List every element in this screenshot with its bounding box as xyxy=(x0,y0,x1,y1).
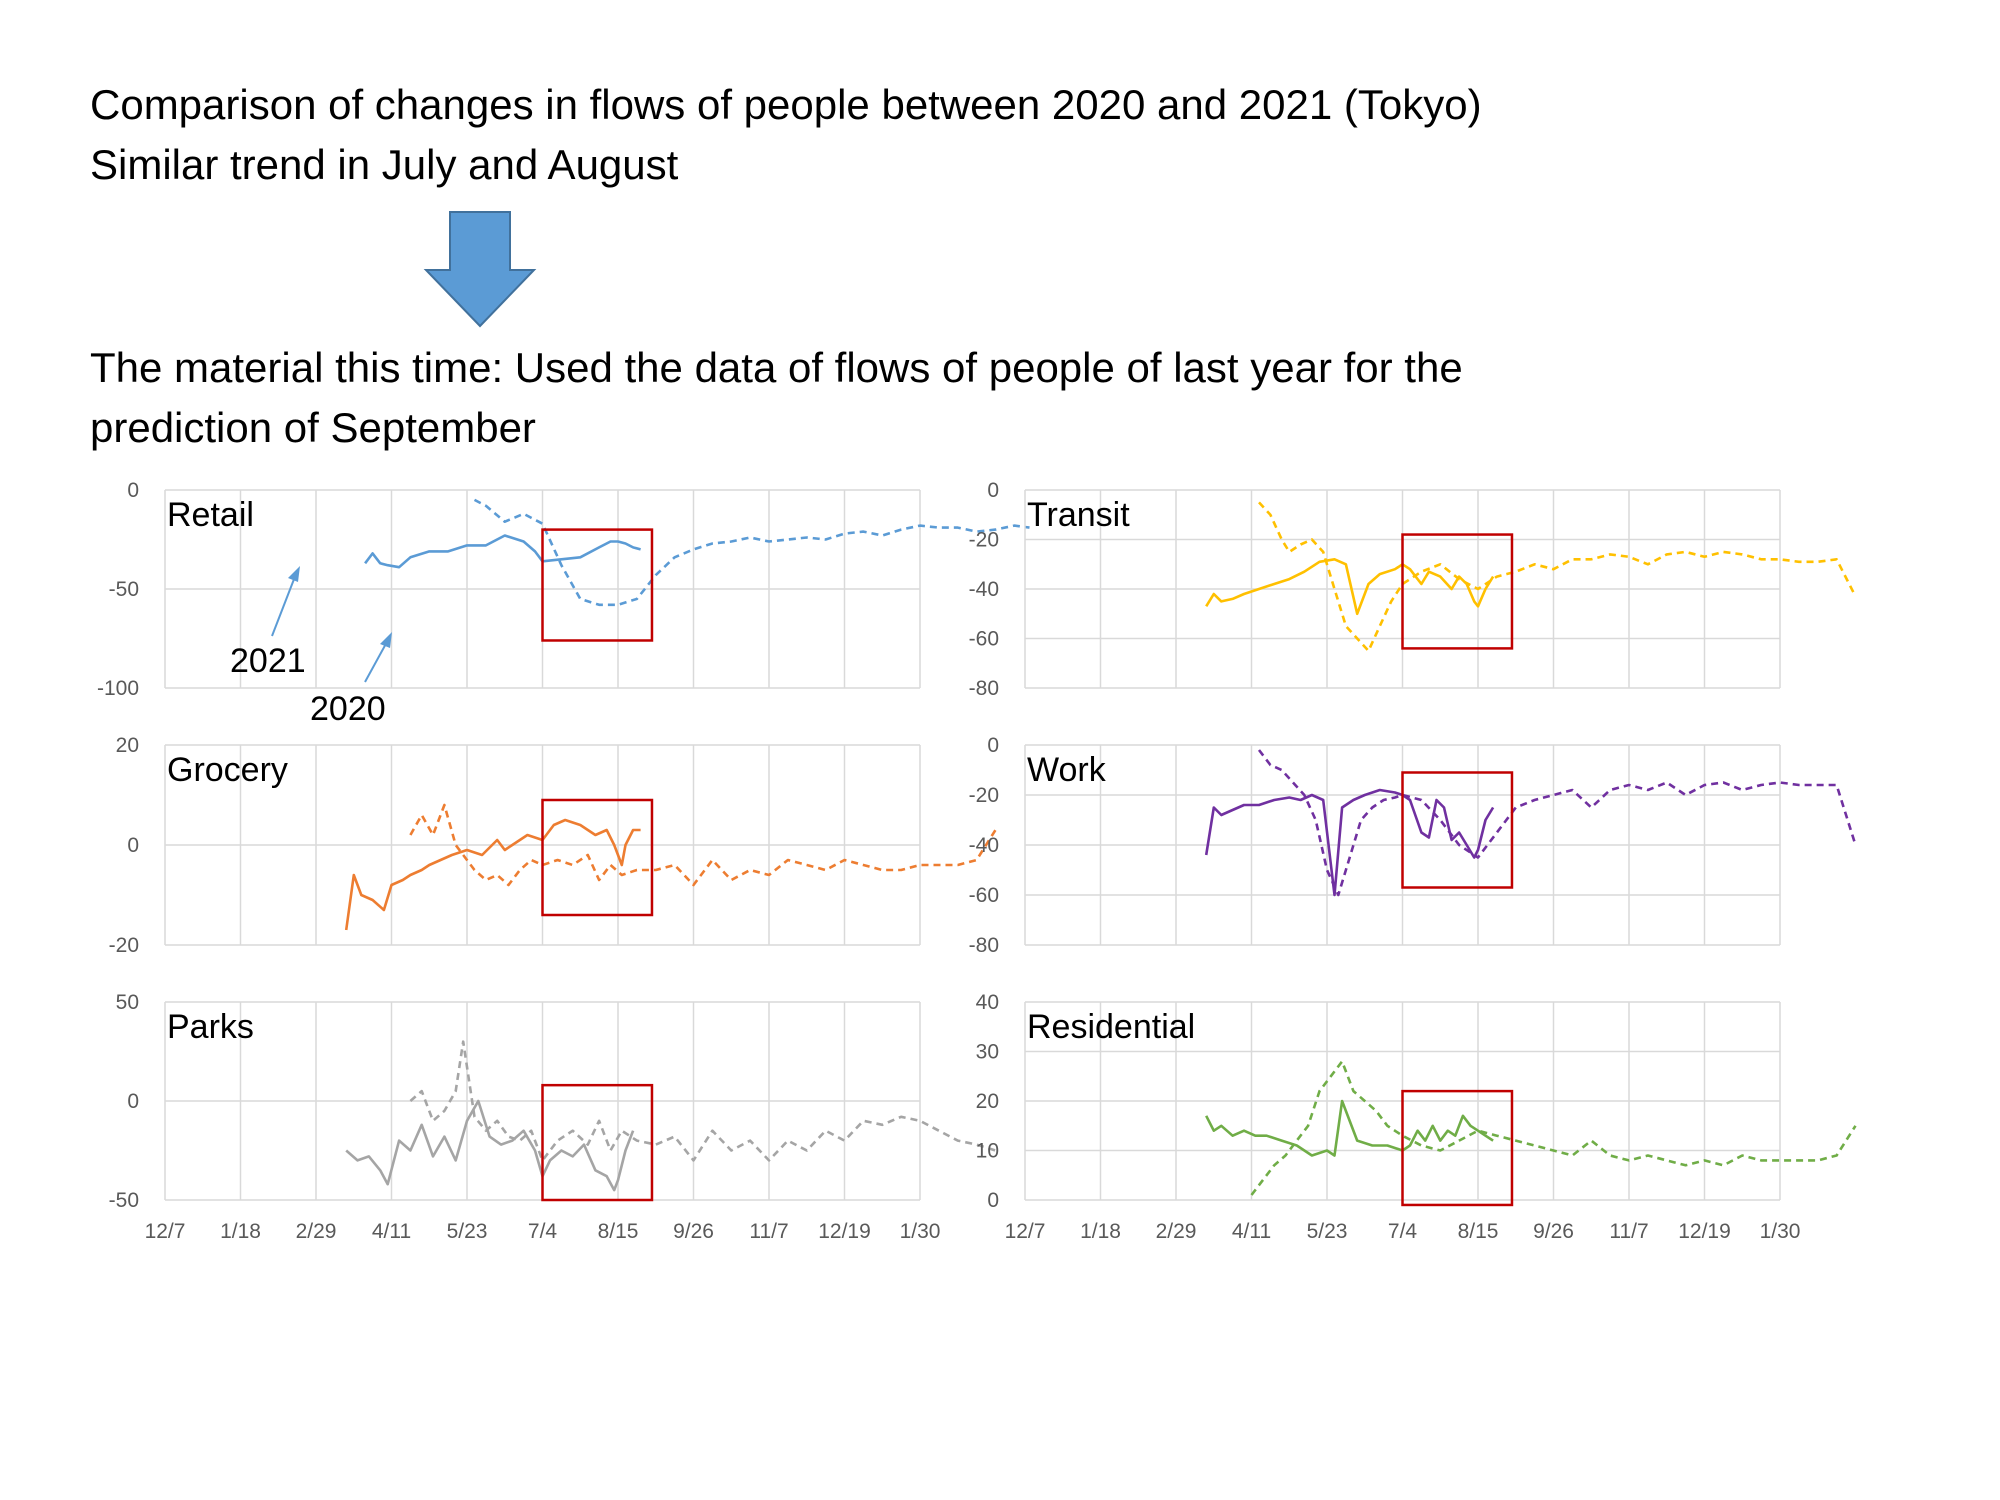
x-tick-label: 12/7 xyxy=(1005,1220,1046,1243)
y-tick-label: 0 xyxy=(987,734,999,757)
series-line-2020 xyxy=(409,1040,996,1162)
panel-label: Work xyxy=(1027,751,1107,789)
x-tick-label: 12/19 xyxy=(1678,1220,1731,1243)
series-line-2020 xyxy=(1258,501,1857,653)
series-line-2021 xyxy=(364,534,641,569)
series-line-2020 xyxy=(473,498,1030,607)
y-tick-label: 10 xyxy=(976,1140,999,1163)
y-tick-label: -50 xyxy=(109,1189,139,1212)
x-tick-label: 5/23 xyxy=(447,1220,488,1243)
highlight-box xyxy=(541,1083,654,1202)
y-tick-label: -60 xyxy=(969,884,999,907)
y-tick-label: 20 xyxy=(116,734,139,757)
x-tick-label: 1/18 xyxy=(220,1220,261,1243)
headline-material: The material this time: Used the data of… xyxy=(90,344,1463,391)
series-line-2020 xyxy=(409,803,997,887)
x-tick-label: 9/26 xyxy=(1533,1220,1574,1243)
headline-trend: Similar trend in July and August xyxy=(90,141,679,188)
x-tick-label: 7/4 xyxy=(1388,1220,1418,1243)
x-tick-label: 12/19 xyxy=(818,1220,871,1243)
panel-label: Transit xyxy=(1027,496,1130,534)
x-tick-label: 8/15 xyxy=(1458,1220,1499,1243)
series-line-2021 xyxy=(1205,557,1495,616)
y-tick-label: -60 xyxy=(969,628,999,651)
x-tick-label: 1/30 xyxy=(900,1220,941,1243)
series-line-2021 xyxy=(1205,1099,1494,1157)
x-tick-label: 9/26 xyxy=(673,1220,714,1243)
x-tick-label: 8/15 xyxy=(598,1220,639,1243)
x-tick-label: 2/29 xyxy=(296,1220,337,1243)
y-tick-label: 0 xyxy=(127,1090,139,1113)
y-tick-label: -100 xyxy=(97,677,139,700)
y-tick-label: -20 xyxy=(109,934,139,957)
down-arrow-icon xyxy=(423,211,537,328)
x-tick-label: 4/11 xyxy=(372,1220,411,1243)
y-tick-label: -20 xyxy=(969,529,999,552)
panel-label: Retail xyxy=(167,496,254,534)
x-tick-label: 4/11 xyxy=(1232,1220,1271,1243)
annotation-2020: 2020 xyxy=(310,690,386,728)
y-tick-label: -20 xyxy=(969,784,999,807)
y-tick-label: 20 xyxy=(976,1090,999,1113)
y-tick-label: 0 xyxy=(127,834,139,857)
x-tick-label: 1/18 xyxy=(1080,1220,1121,1243)
highlight-box xyxy=(1401,1089,1514,1207)
x-tick-label: 2/29 xyxy=(1156,1220,1197,1243)
annotation-2021: 2021 xyxy=(230,642,306,680)
highlight-box xyxy=(1401,533,1514,650)
highlight-box xyxy=(541,528,654,642)
highlight-box xyxy=(541,798,654,917)
x-tick-label: 7/4 xyxy=(528,1220,558,1243)
headline-prediction: prediction of September xyxy=(90,404,536,451)
y-tick-label: -80 xyxy=(969,934,999,957)
series-line-2020 xyxy=(1250,1060,1857,1196)
panel-label: Grocery xyxy=(167,751,288,789)
y-tick-label: 0 xyxy=(127,479,139,502)
x-tick-label: 11/7 xyxy=(1609,1220,1648,1243)
y-tick-label: 50 xyxy=(116,991,139,1014)
series-line-2021 xyxy=(345,1099,635,1192)
highlight-box xyxy=(1401,771,1514,889)
y-tick-label: 40 xyxy=(976,991,999,1014)
y-tick-label: -80 xyxy=(969,677,999,700)
series-line-2020 xyxy=(1257,749,1857,897)
y-tick-label: 0 xyxy=(987,1189,999,1212)
y-tick-label: -40 xyxy=(969,578,999,601)
x-tick-label: 5/23 xyxy=(1307,1220,1348,1243)
annotation-arrowhead xyxy=(288,566,300,582)
y-tick-label: 0 xyxy=(987,479,999,502)
panel-label: Residential xyxy=(1027,1008,1195,1046)
annotation-arrowhead xyxy=(380,632,392,648)
series-line-2021 xyxy=(1204,788,1495,897)
y-tick-label: -50 xyxy=(109,578,139,601)
annotation-pointer xyxy=(364,639,389,683)
x-tick-label: 11/7 xyxy=(749,1220,788,1243)
y-tick-label: 30 xyxy=(976,1041,999,1064)
x-tick-label: 12/7 xyxy=(145,1220,186,1243)
headline-comparison: Comparison of changes in flows of people… xyxy=(90,81,1482,128)
panel-label: Parks xyxy=(167,1008,254,1046)
y-tick-label: -40 xyxy=(969,834,999,857)
series-line-2021 xyxy=(344,818,641,931)
annotation-pointer xyxy=(271,573,297,637)
x-tick-label: 1/30 xyxy=(1760,1220,1801,1243)
